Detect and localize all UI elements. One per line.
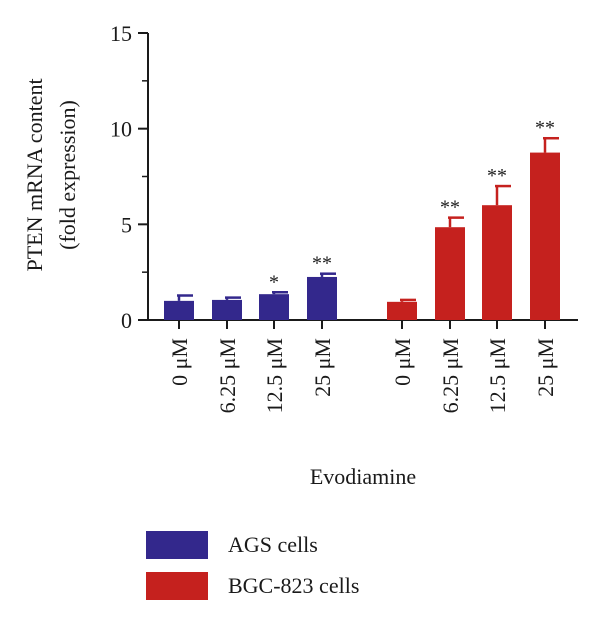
- x-tick-label: 25 μM: [533, 338, 558, 397]
- bar: [435, 227, 465, 320]
- bars: *********: [164, 117, 560, 320]
- x-tick-label: 6.25 μM: [438, 338, 463, 413]
- bar: [259, 294, 289, 320]
- bar: [164, 300, 194, 320]
- legend-swatch-bgc: [146, 572, 208, 600]
- bar: [307, 276, 337, 320]
- legend-label-ags: AGS cells: [228, 532, 318, 557]
- significance-label: *: [269, 271, 279, 293]
- significance-label: **: [487, 165, 507, 187]
- y-tick-label: 5: [121, 212, 132, 237]
- bar: [482, 205, 512, 320]
- significance-label: **: [312, 253, 332, 275]
- bar: [212, 299, 242, 320]
- y-axis: 0 5 10 15: [110, 21, 149, 333]
- legend-swatch-ags: [146, 531, 208, 559]
- legend: AGS cells BGC-823 cells: [146, 531, 359, 600]
- x-tick-label: 12.5 μM: [485, 338, 510, 413]
- x-tick-labels: 0 μM 6.25 μM 12.5 μM 25 μM 0 μM 6.25 μM 12.5 μ…: [167, 320, 558, 413]
- x-axis-title: Evodiamine: [310, 464, 416, 489]
- x-tick-label: 0 μM: [390, 338, 415, 386]
- x-tick-label: 6.25 μM: [215, 338, 240, 413]
- bar: [530, 152, 560, 320]
- bar: [387, 301, 417, 320]
- significance-label: **: [535, 117, 555, 139]
- x-tick-label: 0 μM: [167, 338, 192, 386]
- x-tick-label: 25 μM: [310, 338, 335, 397]
- y-tick-label: 15: [110, 21, 132, 46]
- x-tick-label: 12.5 μM: [262, 338, 287, 413]
- y-axis-title-line2: (fold expression): [55, 100, 80, 250]
- significance-label: **: [440, 197, 460, 219]
- legend-label-bgc: BGC-823 cells: [228, 573, 359, 598]
- y-tick-label: 0: [121, 308, 132, 333]
- y-axis-title-line1: PTEN mRNA content: [22, 78, 47, 271]
- y-tick-label: 10: [110, 117, 132, 142]
